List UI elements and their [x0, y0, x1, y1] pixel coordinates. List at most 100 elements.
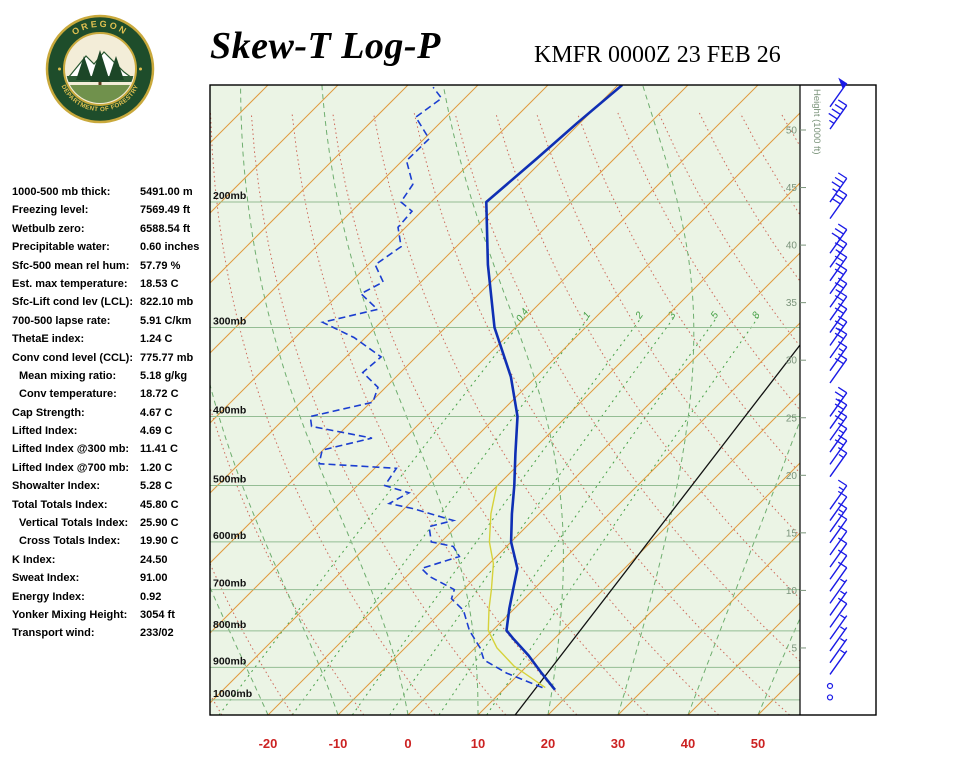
wind-barb [829, 561, 848, 592]
logo-star-right [139, 67, 142, 71]
aux-reference-line [514, 343, 800, 715]
height-tick-label: 45 [786, 183, 798, 194]
stat-label: Lifted Index @700 mb: [12, 461, 130, 474]
stat-label: Lifted Index: [12, 425, 78, 438]
wind-barb [829, 537, 848, 568]
isotherm-line [210, 85, 339, 214]
wind-barb [829, 237, 848, 268]
mixing-ratio-label: 5 [709, 310, 721, 321]
stat-value: 0.92 [140, 590, 162, 603]
stat-value: 4.67 C [140, 406, 173, 419]
wind-barb [829, 549, 848, 580]
odf-logo: OREGON DEPARTMENT OF FORESTRY [45, 14, 155, 124]
stat-value: 1.24 C [140, 333, 173, 346]
isotherm-line [210, 85, 759, 634]
temp-axis-label: -10 [329, 736, 348, 751]
stat-value: 91.00 [140, 572, 168, 585]
isotherm-line [617, 532, 800, 715]
wind-barb [829, 490, 848, 521]
stat-value: 57.79 % [140, 259, 181, 272]
station-datetime: KMFR 0000Z 23 FEB 26 [534, 42, 781, 68]
stat-value: 18.72 C [140, 388, 179, 401]
height-tick-label: 35 [786, 298, 798, 309]
stat-row: Conv temperature: 18.72 C [12, 386, 212, 404]
wind-barb [829, 264, 848, 295]
stat-row: Est. max temperature: 18.53 C [12, 276, 212, 294]
stat-row: Transport wind: 233/02 [12, 625, 212, 643]
stat-value: 822.10 mb [140, 296, 194, 309]
stat-label: Sweat Index: [12, 572, 80, 585]
wind-barb [829, 251, 848, 282]
moist-adiabat [321, 85, 479, 715]
isotherm-line [210, 85, 689, 564]
stat-row: Vertical Totals Index: 25.90 C [12, 515, 212, 533]
stat-label: Showalter Index: [12, 480, 101, 493]
stat-row: Lifted Index: 4.69 C [12, 423, 212, 441]
mixing-ratio-label: 3 [666, 310, 678, 321]
stat-value: 5.91 C/km [140, 314, 192, 327]
wind-barb [829, 340, 848, 372]
isotherm-line [337, 252, 800, 715]
isotherm-line [210, 85, 409, 284]
tree-icon [76, 56, 92, 80]
wind-barb [829, 188, 848, 220]
stat-row: Sweat Index: 91.00 [12, 570, 212, 588]
logo-scene [66, 50, 134, 103]
wind-barb-calm [826, 682, 834, 690]
moist-adiabat [617, 85, 695, 715]
wind-barb [829, 626, 848, 652]
stat-label: Lifted Index @300 mb: [12, 443, 130, 456]
stat-value: 775.77 mb [140, 351, 194, 364]
stat-row: Showalter Index: 5.28 C [12, 478, 212, 496]
height-axis-title: Height (1000 ft) [811, 89, 822, 154]
isotherm-line [210, 85, 549, 424]
wind-barb [829, 638, 848, 664]
isotherm-line [267, 182, 800, 715]
isotherm-line [687, 602, 800, 715]
stat-value: 19.90 C [140, 535, 179, 548]
stat-label: 1000-500 mb thick: [12, 186, 111, 198]
stat-row: Mean mixing ratio: 5.18 g/kg [12, 368, 212, 386]
stat-value: 1.20 C [140, 461, 173, 474]
height-tick-label: 30 [786, 356, 798, 367]
stat-row: Wetbulb zero: 6588.54 ft [12, 221, 212, 239]
indices-panel: 1000-500 mb thick: 5491.00 m Freezing leve… [12, 184, 212, 644]
stat-value: 25.90 C [140, 517, 179, 530]
dry-adiabat [862, 113, 960, 715]
mixing-ratio-label: 8 [750, 310, 762, 321]
stat-label: Est. max temperature: [12, 277, 128, 290]
stat-row: 700-500 lapse rate: 5.91 C/km [12, 313, 212, 331]
stat-label: 700-500 lapse rate: [12, 314, 111, 327]
stat-label: Sfc-Lift cond lev (LCL): [12, 296, 133, 309]
stat-value: 5.28 C [140, 480, 173, 493]
stat-row: Freezing level: 7569.49 ft [12, 202, 212, 220]
stat-label: K Index: [12, 553, 56, 566]
stat-value: 18.53 C [140, 277, 179, 290]
stat-value: 24.50 [140, 553, 168, 566]
temp-axis-label: 50 [751, 736, 765, 751]
moist-adiabat [687, 419, 800, 715]
wind-barb [829, 398, 848, 429]
height-tick-label: 25 [786, 413, 798, 424]
moist-adiabat [210, 382, 339, 715]
stat-row: Yonker Mixing Height: 3054 ft [12, 607, 212, 625]
wind-barb [829, 302, 848, 333]
stat-label: Energy Index: [12, 590, 85, 603]
stat-label: Freezing level: [12, 204, 89, 217]
wind-barb-calm [826, 694, 834, 701]
pressure-label: 1000mb [213, 688, 252, 700]
plot-layers: 0.4 1 2 3 5 8 [210, 85, 960, 715]
stat-row: Energy Index: 0.92 [12, 589, 212, 607]
stat-row: Cap Strength: 4.67 C [12, 405, 212, 423]
isotherm-line [477, 392, 800, 715]
mixing-ratio-line [351, 316, 643, 715]
page-title: Skew-T Log-P [210, 25, 441, 67]
height-tick-label: 15 [786, 528, 798, 539]
wind-barb [829, 410, 848, 441]
stat-value: 4.69 C [140, 425, 173, 438]
stat-value: 233/02 [140, 627, 174, 640]
stat-value: 11.41 C [140, 443, 178, 456]
wind-barb [829, 422, 848, 453]
dry-adiabat [780, 112, 800, 148]
wind-barb [829, 502, 848, 533]
